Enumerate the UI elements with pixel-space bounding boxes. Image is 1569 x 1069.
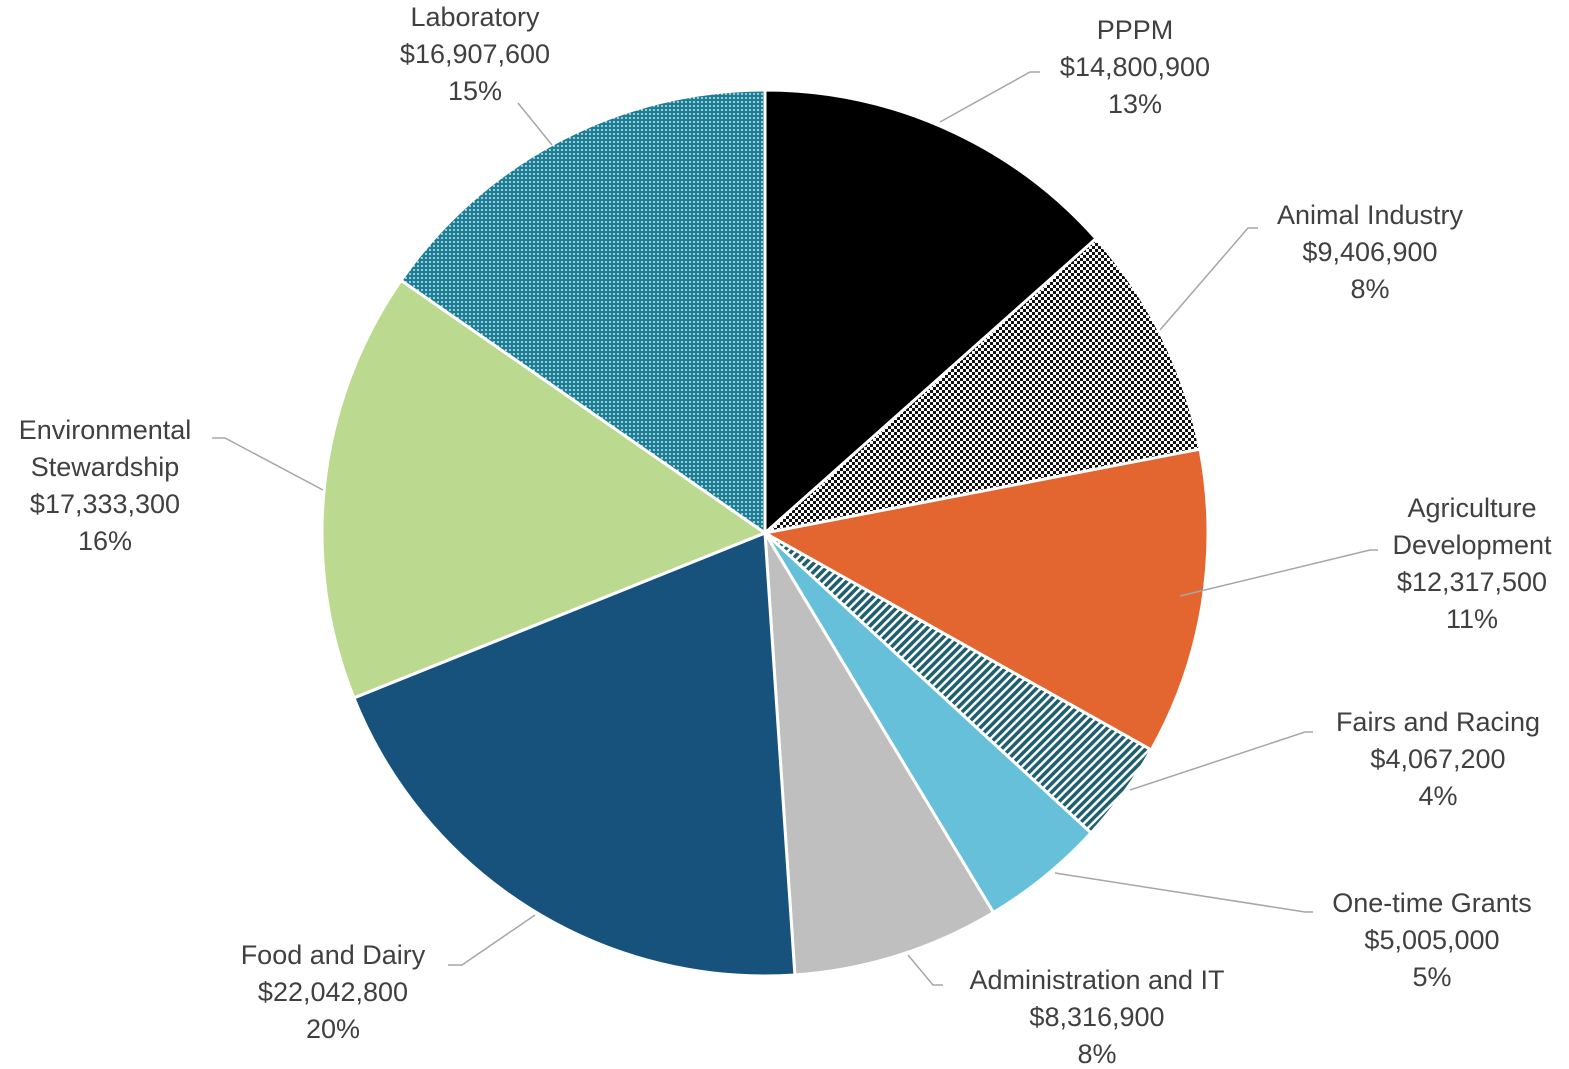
category-label: Food and Dairy <box>240 940 426 970</box>
value-label: $12,317,500 <box>1396 567 1548 597</box>
data-label: Administration and IT $8,316,900 8% <box>937 962 1257 1069</box>
percent-label: 11% <box>1445 604 1499 634</box>
leader-line <box>907 954 943 986</box>
leader-line <box>517 102 553 146</box>
pie-slice <box>320 278 769 700</box>
pie-slice <box>760 447 1210 752</box>
leader-line <box>448 914 536 966</box>
category-label: Laboratory <box>410 2 540 32</box>
data-label: One-time Grants $5,005,000 5% <box>1302 885 1562 996</box>
data-label: Environmental Stewardship $17,333,300 16% <box>0 412 213 560</box>
data-label: Agriculture Development $12,317,500 11% <box>1372 490 1569 638</box>
category-label: One-time Grants <box>1332 888 1532 918</box>
leader-line <box>1129 731 1313 791</box>
leader-line <box>1054 872 1313 913</box>
percent-label: 13% <box>1107 89 1163 119</box>
data-label: Fairs and Racing $4,067,200 4% <box>1308 704 1568 815</box>
percent-label: 20% <box>305 1014 361 1044</box>
data-label: Food and Dairy $22,042,800 20% <box>203 937 463 1048</box>
category-label: Agriculture Development <box>1392 493 1552 560</box>
pie-slice <box>763 88 1099 537</box>
category-label: Animal Industry <box>1276 200 1464 230</box>
value-label: $22,042,800 <box>257 977 409 1007</box>
leader-line <box>212 437 324 491</box>
pie-slice <box>763 532 996 977</box>
value-label: $16,907,600 <box>399 39 551 69</box>
pie-slice <box>398 88 767 536</box>
percent-label: 4% <box>1418 781 1458 811</box>
category-label: Environmental Stewardship <box>18 415 192 482</box>
category-label: Fairs and Racing <box>1335 707 1541 737</box>
category-label: Administration and IT <box>969 965 1225 995</box>
value-label: $8,316,900 <box>1029 1002 1165 1032</box>
value-label: $9,406,900 <box>1302 237 1438 267</box>
percent-label: 16% <box>77 526 133 556</box>
pie-slice <box>351 530 797 978</box>
percent-label: 8% <box>1077 1039 1117 1069</box>
percent-label: 8% <box>1350 274 1390 304</box>
pie-slice <box>759 236 1202 536</box>
value-label: $14,800,900 <box>1059 52 1211 82</box>
percent-label: 15% <box>447 76 503 106</box>
value-label: $17,333,300 <box>29 489 181 519</box>
category-label: PPPM <box>1096 15 1174 45</box>
leader-line <box>1159 227 1258 331</box>
leader-line <box>939 71 1040 123</box>
value-label: $4,067,200 <box>1370 744 1506 774</box>
leader-line <box>1179 549 1378 597</box>
value-label: $5,005,000 <box>1364 925 1500 955</box>
data-label: PPPM $14,800,900 13% <box>1005 12 1265 123</box>
data-label: Laboratory $16,907,600 15% <box>345 0 605 110</box>
data-label: Animal Industry $9,406,900 8% <box>1240 197 1500 308</box>
percent-label: 5% <box>1412 962 1452 992</box>
